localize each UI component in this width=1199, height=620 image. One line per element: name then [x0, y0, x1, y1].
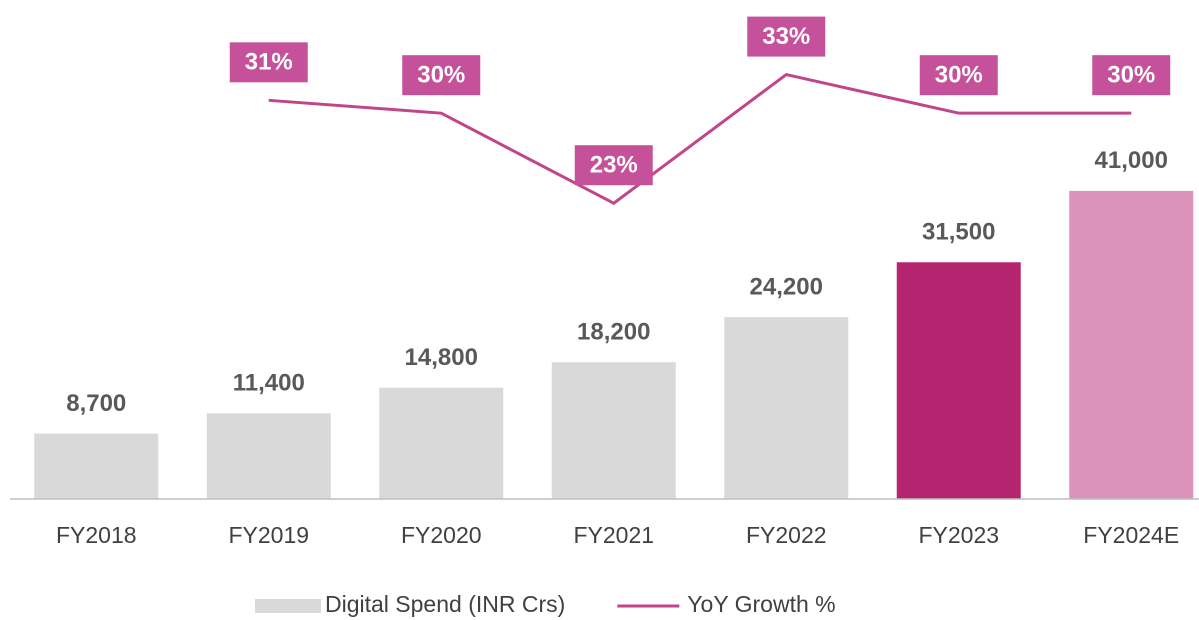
bar-value-label: 41,000 — [1095, 147, 1168, 174]
legend-label: YoY Growth % — [687, 591, 835, 617]
label-box — [919, 55, 998, 96]
x-tick-label: FY2018 — [56, 522, 137, 548]
label-box — [402, 55, 481, 96]
legend-swatch — [255, 599, 321, 613]
bar — [1069, 190, 1194, 500]
bar-value-label: 14,800 — [405, 344, 478, 371]
bar — [34, 433, 159, 499]
line — [268, 72, 1132, 205]
line-value-label: 33% — [762, 23, 810, 50]
bar — [206, 413, 331, 499]
bar — [551, 362, 676, 499]
x-tick-label: FY2023 — [918, 522, 999, 548]
bar-value-label: 11,400 — [233, 370, 305, 397]
line-value-label: 23% — [590, 152, 638, 179]
label-box — [574, 145, 653, 186]
line-value-label: 30% — [935, 62, 983, 89]
label-box — [1092, 55, 1171, 96]
label-box — [747, 16, 826, 57]
bar-value-label: 31,500 — [922, 219, 995, 246]
bar-value-label: 18,200 — [577, 319, 650, 346]
bar-value-label: 24,200 — [750, 273, 823, 300]
label-box — [229, 42, 308, 83]
x-tick-label: FY2021 — [573, 522, 654, 548]
bar — [379, 387, 504, 499]
legend-label: Digital Spend (INR Crs) — [325, 591, 565, 617]
x-tick-label: FY2022 — [746, 522, 827, 548]
line-value-label: 30% — [417, 62, 465, 89]
x-tick-label: FY2024E — [1083, 522, 1179, 548]
bar — [724, 317, 849, 499]
x-tick-label: FY2020 — [401, 522, 482, 548]
line-value-label: 31% — [245, 49, 293, 76]
bar-value-label: 8,700 — [66, 390, 126, 417]
line-value-label: 30% — [1107, 62, 1155, 89]
x-tick-label: FY2019 — [228, 522, 309, 548]
bar — [896, 262, 1021, 499]
